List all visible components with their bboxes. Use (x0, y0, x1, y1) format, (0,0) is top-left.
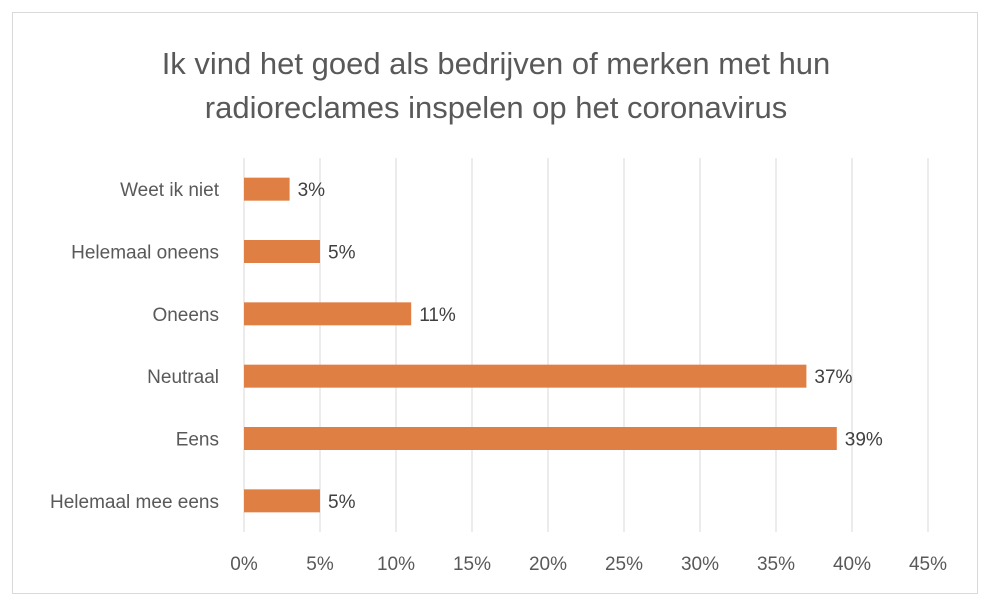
category-label: Weet ik niet (120, 180, 220, 201)
data-label: 11% (419, 305, 456, 326)
x-tick-label: 30% (681, 554, 719, 575)
bar-3 (244, 302, 412, 326)
x-tick-label: 5% (306, 554, 334, 575)
chart-frame (12, 12, 978, 594)
bar-1 (244, 177, 290, 201)
x-tick-label: 45% (909, 554, 947, 575)
bar-2 (244, 240, 320, 263)
x-tick-label: 25% (605, 554, 643, 575)
data-label: 37% (814, 367, 852, 388)
data-label: 39% (845, 430, 883, 451)
category-label: Helemaal mee eens (50, 492, 219, 513)
bar-6 (244, 489, 320, 513)
x-tick-label: 20% (529, 554, 567, 575)
category-label: Eens (176, 430, 219, 451)
x-tick-label: 35% (757, 554, 795, 575)
x-tick-label: 40% (833, 554, 871, 575)
category-label: Oneens (152, 305, 219, 326)
data-label: 5% (328, 243, 356, 264)
chart-title-line-1: Ik vind het goed als bedrijven of merken… (161, 46, 831, 81)
data-label: 5% (328, 492, 356, 513)
data-label: 3% (298, 180, 326, 201)
bar-5 (244, 427, 837, 450)
x-tick-label: 0% (230, 554, 258, 575)
bar-4 (244, 364, 807, 388)
category-label: Neutraal (147, 367, 219, 388)
x-tick-label: 10% (377, 554, 415, 575)
x-tick-label: 15% (453, 554, 491, 575)
chart-title-line-2: radioreclames inspelen op het coronaviru… (204, 90, 788, 125)
category-label: Helemaal oneens (71, 243, 219, 264)
